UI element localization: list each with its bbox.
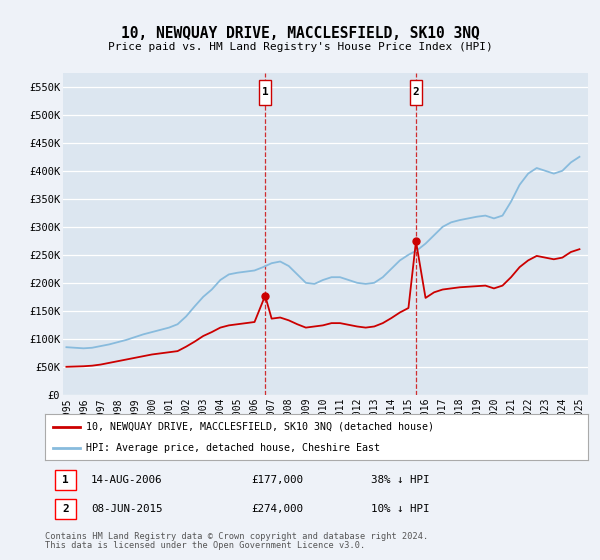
Text: 10, NEWQUAY DRIVE, MACCLESFIELD, SK10 3NQ: 10, NEWQUAY DRIVE, MACCLESFIELD, SK10 3N… <box>121 26 479 41</box>
Text: 14-AUG-2006: 14-AUG-2006 <box>91 475 163 486</box>
FancyBboxPatch shape <box>55 499 76 519</box>
Text: 2: 2 <box>62 503 69 514</box>
FancyBboxPatch shape <box>410 80 422 105</box>
FancyBboxPatch shape <box>259 80 271 105</box>
Text: 38% ↓ HPI: 38% ↓ HPI <box>371 475 430 486</box>
Text: £274,000: £274,000 <box>251 503 304 514</box>
Text: 10% ↓ HPI: 10% ↓ HPI <box>371 503 430 514</box>
Text: 10, NEWQUAY DRIVE, MACCLESFIELD, SK10 3NQ (detached house): 10, NEWQUAY DRIVE, MACCLESFIELD, SK10 3N… <box>86 422 434 432</box>
Text: This data is licensed under the Open Government Licence v3.0.: This data is licensed under the Open Gov… <box>45 542 365 550</box>
Text: £177,000: £177,000 <box>251 475 304 486</box>
Text: HPI: Average price, detached house, Cheshire East: HPI: Average price, detached house, Ches… <box>86 443 380 453</box>
Text: 1: 1 <box>262 87 269 97</box>
Text: 2: 2 <box>413 87 419 97</box>
Text: Price paid vs. HM Land Registry's House Price Index (HPI): Price paid vs. HM Land Registry's House … <box>107 42 493 52</box>
Text: Contains HM Land Registry data © Crown copyright and database right 2024.: Contains HM Land Registry data © Crown c… <box>45 532 428 541</box>
Text: 08-JUN-2015: 08-JUN-2015 <box>91 503 163 514</box>
Text: 1: 1 <box>62 475 69 486</box>
FancyBboxPatch shape <box>55 470 76 490</box>
